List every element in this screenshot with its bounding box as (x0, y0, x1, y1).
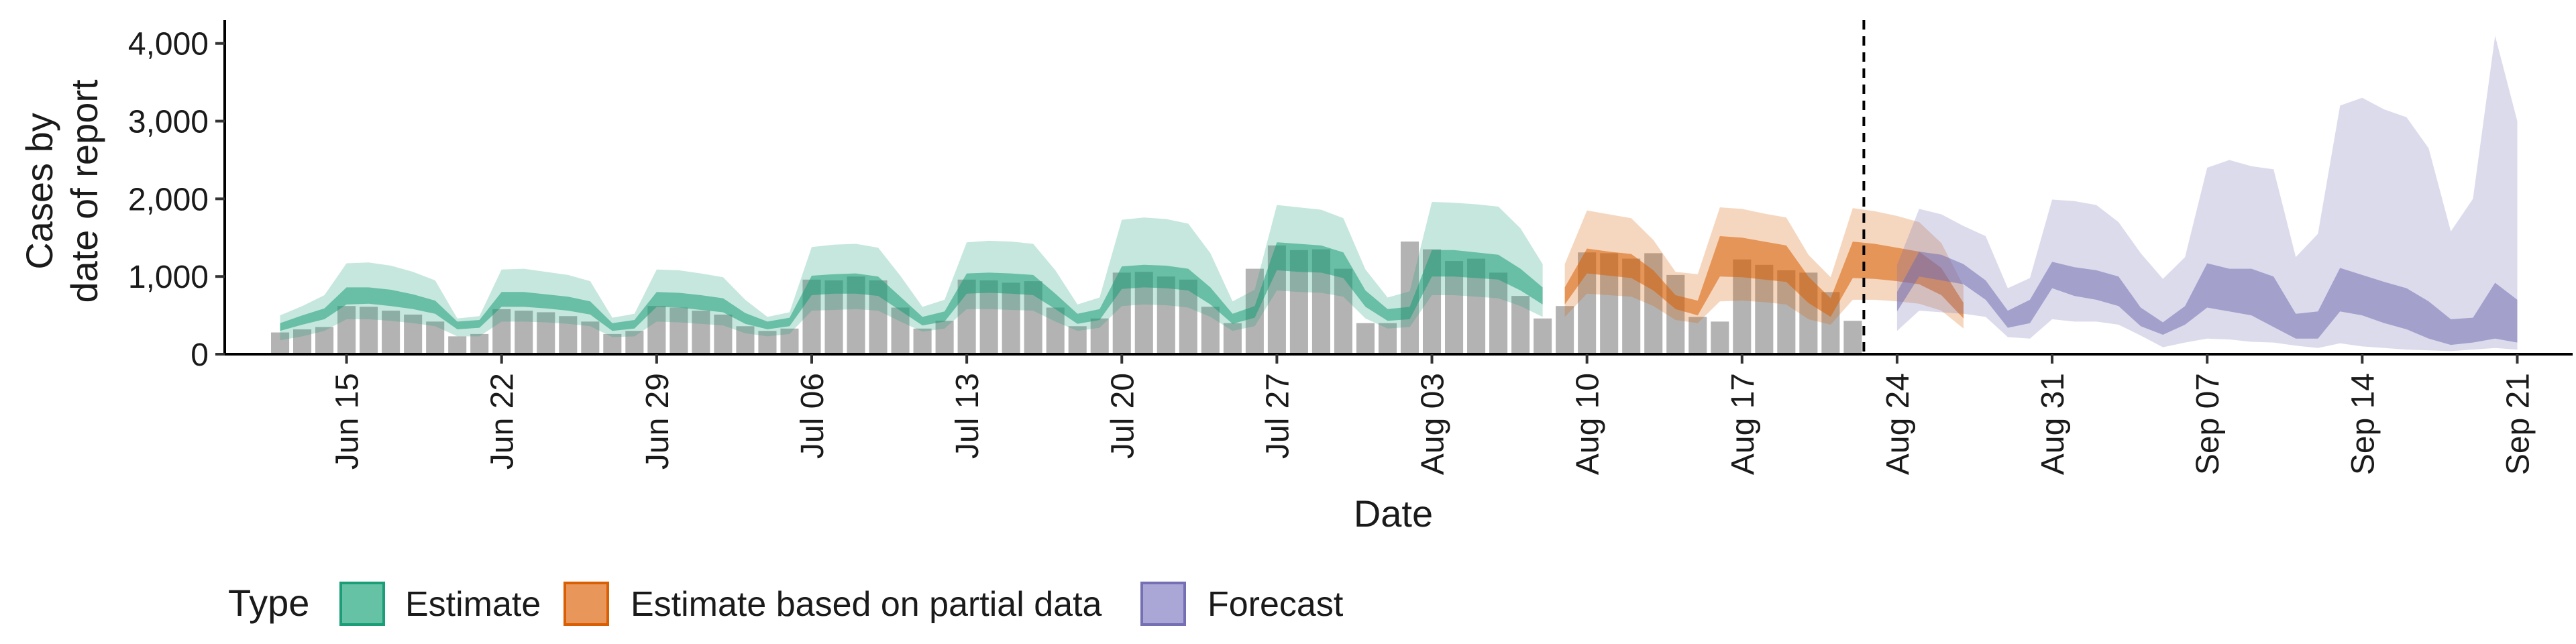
legend-title: Type (228, 582, 309, 624)
legend-key-forecast (1140, 582, 1186, 626)
legend-key-estimate (339, 582, 385, 626)
y-tick-label-4: 4,000 (128, 27, 209, 62)
bar-reported-2 (315, 327, 334, 354)
bar-reported-19 (692, 311, 710, 354)
bar-reported-29 (913, 328, 932, 354)
bar-reported-28 (891, 307, 910, 354)
bar-reported-55 (1489, 272, 1508, 354)
x-tick-label-3: Jul 06 (795, 373, 830, 459)
legend-label-forecast: Forecast (1208, 585, 1344, 624)
y-tick-label-2: 2,000 (128, 182, 209, 217)
bar-reported-15 (603, 333, 622, 354)
bar-reported-33 (1002, 282, 1020, 354)
bar-reported-14 (581, 321, 600, 354)
bar-reported-43 (1223, 323, 1242, 354)
legend-label-partial: Estimate based on partial data (631, 585, 1102, 624)
x-tick-label-7: Aug 03 (1415, 373, 1451, 475)
bar-reported-58 (1556, 306, 1574, 354)
bar-reported-9 (470, 333, 489, 354)
x-tick-label-2: Jun 29 (640, 373, 676, 470)
ribbon-90-estimate (280, 202, 1543, 341)
x-tick-label-5: Jul 20 (1105, 373, 1140, 459)
y-tick-label-1: 1,000 (128, 260, 209, 295)
bar-reported-6 (404, 314, 423, 354)
ribbon-layer (280, 36, 2518, 352)
y-axis-title-line-1: Cases by (18, 113, 60, 269)
bar-reported-13 (559, 316, 578, 354)
legend-key-partial (564, 582, 609, 626)
bar-reported-36 (1068, 326, 1087, 354)
bar-reported-7 (426, 321, 445, 354)
bar-reported-17 (647, 306, 666, 354)
ribbon-50-partial (1564, 236, 1964, 319)
bar-reported-49 (1356, 323, 1375, 354)
axes: 0 1,000 2,000 3,000 4,000 Jun 15 Jun 22 Jun 29 J… (128, 20, 2573, 475)
bar-reported-42 (1201, 307, 1220, 354)
bar-reported-5 (382, 311, 400, 354)
bar-reported-22 (758, 331, 777, 354)
bar-reported-4 (360, 307, 378, 354)
bar-reported-40 (1157, 276, 1175, 354)
x-tick-label-10: Aug 24 (1880, 373, 1916, 475)
bar-reported-21 (736, 326, 755, 354)
x-tick-label-11: Aug 31 (2035, 373, 2071, 475)
ribbon-50-estimate (280, 242, 1543, 331)
y-tick-label-0: 0 (191, 337, 209, 373)
x-axis-title: Date (1354, 492, 1433, 535)
bar-reported-64 (1688, 317, 1707, 354)
x-tick-label-0: Jun 15 (330, 373, 366, 470)
y-tick-label-3: 3,000 (128, 105, 209, 140)
bar-reported-71 (1843, 321, 1862, 354)
x-tick-label-13: Sep 14 (2345, 373, 2381, 475)
bar-reported-63 (1666, 274, 1685, 354)
bar-reported-10 (492, 309, 511, 354)
bar-reported-16 (625, 331, 644, 354)
x-tick-label-1: Jun 22 (485, 373, 521, 470)
bar-reported-23 (780, 328, 799, 354)
bar-reported-37 (1090, 318, 1109, 354)
bar-reported-12 (537, 312, 555, 354)
y-axis-title-line-2: date of report (63, 79, 105, 303)
bar-reported-50 (1378, 323, 1397, 354)
legend-label-estimate: Estimate (405, 585, 541, 624)
bar-reported-3 (337, 306, 356, 354)
x-tick-label-4: Jul 13 (950, 373, 985, 459)
x-tick-label-6: Jul 27 (1260, 373, 1295, 459)
bar-reported-56 (1511, 296, 1530, 354)
bar-reported-20 (714, 314, 733, 354)
bar-reported-57 (1534, 318, 1552, 354)
bar-reported-35 (1046, 307, 1065, 354)
bar-reported-0 (271, 332, 290, 354)
x-tick-label-12: Sep 07 (2190, 373, 2226, 475)
bar-reported-1 (293, 329, 312, 354)
bar-reported-65 (1711, 321, 1729, 354)
x-tick-label-8: Aug 10 (1570, 373, 1606, 475)
x-tick-label-14: Sep 21 (2500, 373, 2536, 475)
bar-reported-11 (515, 311, 533, 354)
legend: Type Estimate Estimate based on partial … (228, 582, 1344, 626)
bar-reported-18 (669, 307, 688, 354)
x-tick-label-9: Aug 17 (1725, 373, 1761, 475)
ribbon-50-forecast (1896, 252, 2518, 345)
bar-reported-8 (448, 336, 467, 354)
bar-reported-30 (935, 321, 954, 354)
